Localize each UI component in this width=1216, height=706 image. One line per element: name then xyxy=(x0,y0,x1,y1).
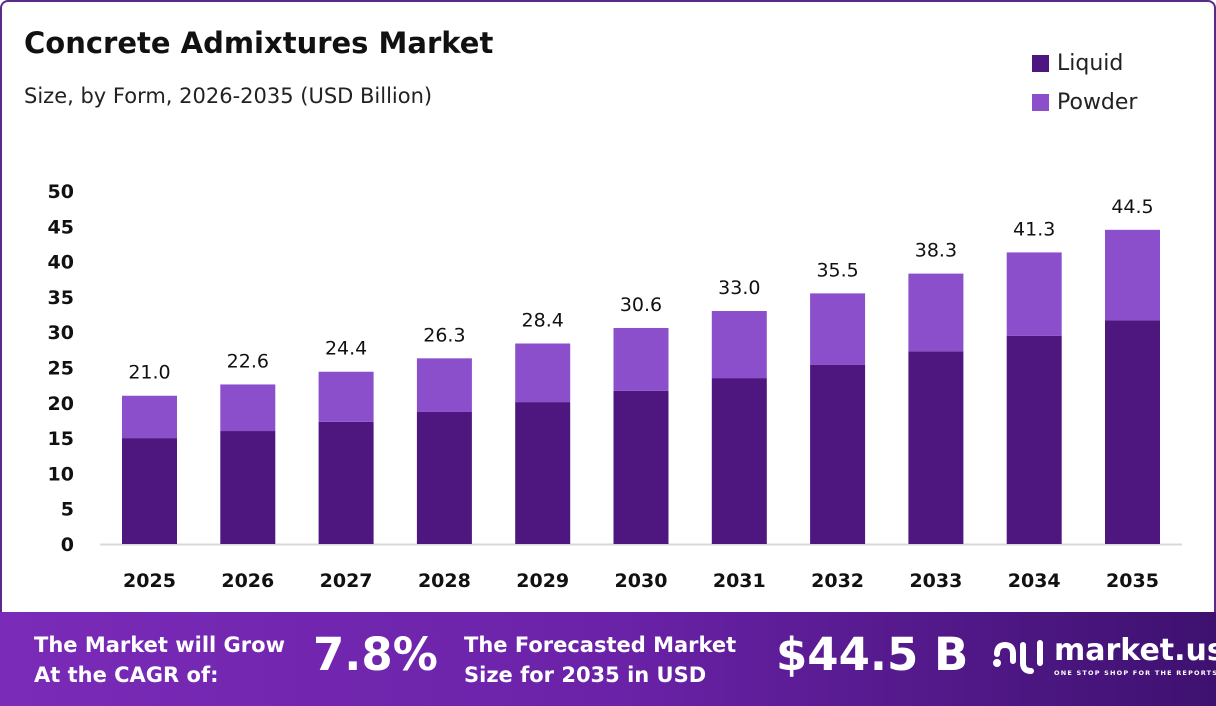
x-tick-label: 2030 xyxy=(615,570,668,592)
data-label-2034: 41.3 xyxy=(1013,218,1055,240)
legend-label-liquid: Liquid xyxy=(1057,51,1124,76)
bar-powder-2029 xyxy=(515,343,571,403)
bar-liquid-2035 xyxy=(1105,320,1160,544)
bar-powder-2025 xyxy=(122,395,177,439)
x-tick-label: 2026 xyxy=(221,570,274,592)
data-label-2029: 28.4 xyxy=(522,309,564,331)
y-tick-label: 25 xyxy=(48,358,74,380)
bar-powder-2030 xyxy=(613,327,669,391)
legend-swatch-liquid xyxy=(1032,55,1049,72)
bar-liquid-2030 xyxy=(613,390,669,544)
bar-liquid-2026 xyxy=(220,431,276,544)
forecast-label: The Forecasted Market Size for 2035 in US… xyxy=(464,630,736,690)
footer-banner: The Market will Grow At the CAGR of: 7.8%… xyxy=(0,612,1216,706)
bar-liquid-2033 xyxy=(908,351,964,544)
data-label-2035: 44.5 xyxy=(1111,196,1153,218)
bar-liquid-2031 xyxy=(711,378,767,544)
bar-powder-2026 xyxy=(220,384,276,432)
data-label-2032: 35.5 xyxy=(816,259,858,281)
legend-label-powder: Powder xyxy=(1057,90,1138,115)
bar-chart: 0510152025303540455021.0202522.6202624.4… xyxy=(48,181,1182,592)
cagr-label: The Market will Grow At the CAGR of: xyxy=(34,630,285,690)
bar-liquid-2027 xyxy=(318,421,374,544)
market-us-logo: market.us ONE STOP SHOP FOR THE REPORTS xyxy=(990,636,1216,677)
bar-liquid-2028 xyxy=(416,411,472,544)
x-tick-label: 2027 xyxy=(320,570,373,592)
chart-subtitle: Size, by Form, 2026-2035 (USD Billion) xyxy=(24,84,433,108)
forecast-value: $44.5 B xyxy=(776,628,969,681)
bar-powder-2033 xyxy=(908,273,964,352)
x-tick-label: 2029 xyxy=(516,570,569,592)
cagr-value: 7.8% xyxy=(313,628,438,681)
y-tick-label: 10 xyxy=(48,463,74,485)
data-label-2027: 24.4 xyxy=(325,338,367,360)
logo-name: market.us xyxy=(1054,633,1216,668)
forecast-label-line1: The Forecasted Market xyxy=(464,633,737,657)
legend: Liquid Powder xyxy=(1032,44,1137,122)
y-tick-label: 15 xyxy=(48,428,74,450)
x-tick-label: 2025 xyxy=(123,570,176,592)
data-label-2031: 33.0 xyxy=(718,277,760,299)
x-tick-label: 2035 xyxy=(1106,570,1159,592)
y-tick-label: 5 xyxy=(61,499,74,521)
bar-powder-2031 xyxy=(711,311,767,379)
bar-liquid-2032 xyxy=(810,364,866,544)
data-label-2026: 22.6 xyxy=(227,350,269,372)
legend-item-powder: Powder xyxy=(1032,83,1137,122)
y-tick-label: 30 xyxy=(48,322,74,344)
x-tick-label: 2033 xyxy=(909,570,962,592)
bar-powder-2034 xyxy=(1006,252,1062,336)
bar-powder-2027 xyxy=(318,371,374,422)
data-label-2028: 26.3 xyxy=(423,324,465,346)
x-tick-label: 2028 xyxy=(418,570,471,592)
logo-tagline: ONE STOP SHOP FOR THE REPORTS xyxy=(1054,669,1216,677)
data-label-2025: 21.0 xyxy=(128,362,170,384)
y-tick-label: 0 xyxy=(61,534,74,556)
bar-liquid-2029 xyxy=(515,402,571,544)
y-tick-label: 50 xyxy=(48,181,74,203)
y-tick-label: 45 xyxy=(48,216,74,238)
bar-liquid-2025 xyxy=(122,438,177,544)
bar-powder-2035 xyxy=(1105,229,1160,321)
cagr-label-line1: The Market will Grow xyxy=(34,633,285,657)
y-tick-label: 20 xyxy=(48,393,74,415)
bar-powder-2028 xyxy=(416,358,472,412)
legend-item-liquid: Liquid xyxy=(1032,44,1137,83)
forecast-label-line2: Size for 2035 in USD xyxy=(464,663,707,687)
chart-title: Concrete Admixtures Market xyxy=(24,26,494,60)
cagr-label-line2: At the CAGR of: xyxy=(34,663,219,687)
chart-frame xyxy=(0,0,1216,612)
y-tick-label: 35 xyxy=(48,287,74,309)
y-tick-label: 40 xyxy=(48,252,74,274)
bar-powder-2032 xyxy=(810,293,866,365)
bar-liquid-2034 xyxy=(1006,335,1062,544)
logo-icon xyxy=(993,639,1043,674)
legend-swatch-powder xyxy=(1032,94,1049,111)
x-tick-label: 2034 xyxy=(1008,570,1061,592)
x-tick-label: 2031 xyxy=(713,570,766,592)
x-tick-label: 2032 xyxy=(811,570,864,592)
data-label-2033: 38.3 xyxy=(915,240,957,262)
data-label-2030: 30.6 xyxy=(620,294,662,316)
